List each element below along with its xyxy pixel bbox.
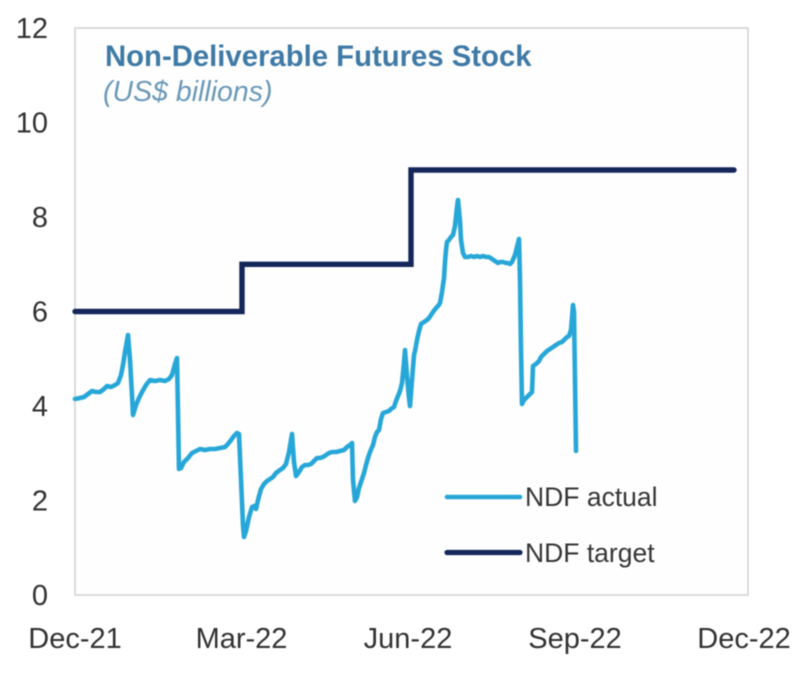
svg-text:Jun-22: Jun-22 [364, 623, 453, 655]
svg-text:Dec-22: Dec-22 [697, 623, 791, 655]
svg-text:6: 6 [32, 297, 48, 329]
svg-text:(US$ billions): (US$ billions) [103, 76, 272, 108]
svg-text:NDF actual: NDF actual [525, 482, 658, 512]
svg-text:0: 0 [32, 580, 48, 612]
svg-text:Sep-22: Sep-22 [528, 623, 622, 655]
svg-text:12: 12 [16, 13, 48, 45]
svg-text:8: 8 [32, 202, 48, 234]
svg-text:4: 4 [32, 391, 48, 423]
svg-text:Dec-21: Dec-21 [28, 623, 122, 655]
svg-text:2: 2 [32, 486, 48, 518]
svg-text:Mar-22: Mar-22 [196, 623, 288, 655]
svg-text:10: 10 [16, 108, 48, 140]
svg-text:NDF target: NDF target [525, 538, 655, 568]
svg-text:Non-Deliverable Futures Stock: Non-Deliverable Futures Stock [105, 40, 532, 73]
